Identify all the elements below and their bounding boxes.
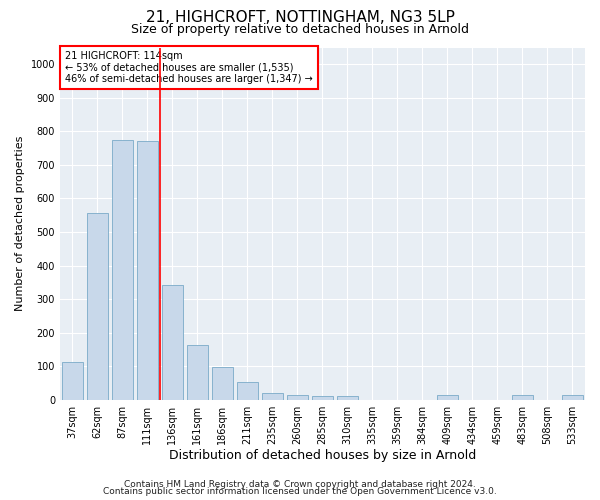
Bar bbox=[162, 284, 183, 400]
Text: 21, HIGHCROFT, NOTTINGHAM, NG3 5LP: 21, HIGHCROFT, NOTTINGHAM, NG3 5LP bbox=[146, 10, 454, 25]
X-axis label: Distribution of detached houses by size in Arnold: Distribution of detached houses by size … bbox=[169, 450, 476, 462]
Text: 21 HIGHCROFT: 114sqm
← 53% of detached houses are smaller (1,535)
46% of semi-de: 21 HIGHCROFT: 114sqm ← 53% of detached h… bbox=[65, 51, 313, 84]
Bar bbox=[337, 396, 358, 400]
Text: Contains public sector information licensed under the Open Government Licence v3: Contains public sector information licen… bbox=[103, 487, 497, 496]
Bar bbox=[212, 367, 233, 400]
Bar bbox=[112, 140, 133, 400]
Bar bbox=[262, 393, 283, 400]
Bar bbox=[512, 396, 533, 400]
Bar bbox=[562, 396, 583, 400]
Bar bbox=[437, 396, 458, 400]
Bar bbox=[137, 142, 158, 400]
Bar bbox=[312, 396, 333, 400]
Bar bbox=[237, 382, 258, 400]
Text: Size of property relative to detached houses in Arnold: Size of property relative to detached ho… bbox=[131, 22, 469, 36]
Text: Contains HM Land Registry data © Crown copyright and database right 2024.: Contains HM Land Registry data © Crown c… bbox=[124, 480, 476, 489]
Y-axis label: Number of detached properties: Number of detached properties bbox=[15, 136, 25, 312]
Bar bbox=[87, 213, 108, 400]
Bar bbox=[62, 362, 83, 400]
Bar bbox=[187, 345, 208, 400]
Bar bbox=[287, 394, 308, 400]
